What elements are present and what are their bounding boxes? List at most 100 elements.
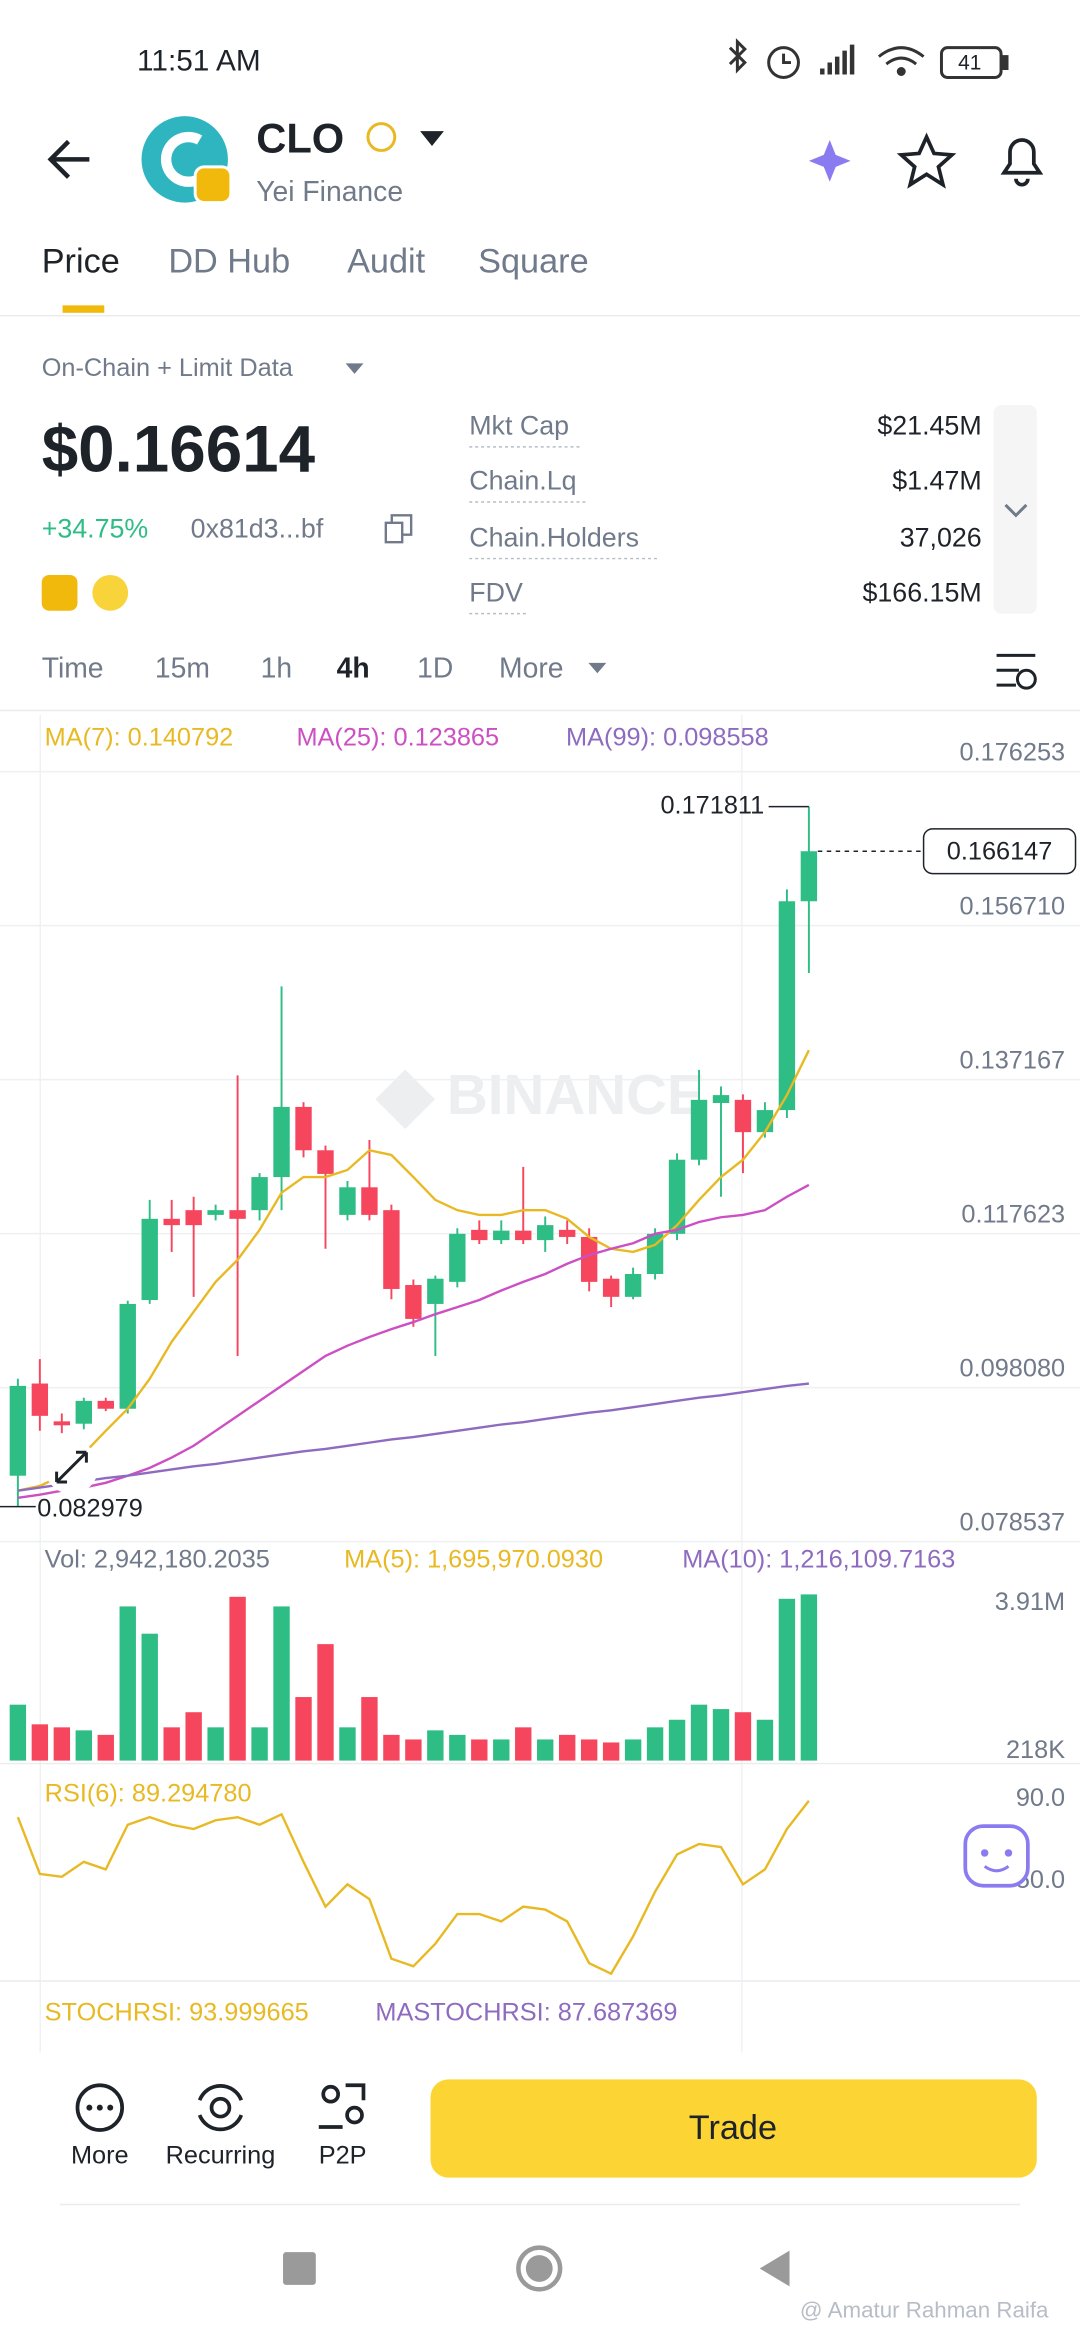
nav-back[interactable] <box>759 2250 790 2287</box>
rsi-line <box>16 1800 810 1976</box>
volume-bar <box>163 1727 180 1761</box>
candle-body <box>97 1400 114 1409</box>
ma-line <box>17 1183 810 1499</box>
candle-body <box>141 1218 158 1300</box>
last-price-box <box>922 828 1077 875</box>
candle-body <box>646 1233 664 1274</box>
status-icons <box>728 38 1009 79</box>
last-price-label: 0.166147 <box>947 837 1053 865</box>
price-change: +34.75% <box>42 513 149 543</box>
candle-body <box>427 1278 444 1304</box>
nav-recents[interactable] <box>283 2252 316 2285</box>
ai-button[interactable] <box>808 140 851 182</box>
candle-body <box>295 1106 312 1151</box>
contract-address: 0x81d3...bf <box>191 513 324 543</box>
volume-bar <box>317 1644 334 1761</box>
candle-body <box>471 1229 488 1241</box>
stat-value: 37,026 <box>900 522 982 552</box>
volume-bar <box>405 1739 422 1761</box>
symbol-dropdown[interactable] <box>420 131 444 146</box>
rsi-tick-label: 90.0 <box>1016 1784 1065 1812</box>
dropdown-caret <box>345 363 364 374</box>
back-button[interactable] <box>47 139 90 179</box>
favorite-button[interactable] <box>896 132 957 189</box>
volume-bar <box>295 1697 312 1761</box>
candle-body <box>734 1099 752 1133</box>
candle-body <box>163 1218 180 1226</box>
candle-body <box>602 1278 620 1297</box>
chevron <box>1004 503 1028 518</box>
volume-bar <box>31 1724 49 1761</box>
interval[interactable]: 1D <box>417 652 453 684</box>
y-tick-label: 0.098080 <box>960 1354 1066 1382</box>
interval[interactable]: 15m <box>155 652 210 684</box>
interval[interactable]: More <box>499 652 563 684</box>
volume-bar <box>427 1730 444 1761</box>
status-time: 11:51 AM <box>137 44 261 77</box>
action-label[interactable]: Recurring <box>166 2141 276 2169</box>
candle-body <box>449 1233 466 1282</box>
interval[interactable]: Time <box>42 652 104 684</box>
watermark-logo <box>375 1069 435 1130</box>
stat-underlines <box>469 446 659 615</box>
tab[interactable]: DD Hub <box>168 243 290 281</box>
candle-body <box>9 1385 27 1476</box>
copy-button[interactable] <box>384 514 413 544</box>
data-source[interactable]: On-Chain + Limit Data <box>42 354 294 382</box>
p2p-icon[interactable] <box>318 2083 366 2129</box>
trade-label[interactable]: Trade <box>689 2109 777 2147</box>
candle-body <box>361 1187 378 1215</box>
volume-bar <box>756 1719 774 1761</box>
candle-body <box>580 1236 598 1282</box>
volume-bar <box>9 1704 27 1761</box>
platform-icon <box>92 574 129 611</box>
ma-label: MA(99): 0.098558 <box>566 723 769 751</box>
tab[interactable]: Audit <box>347 243 426 281</box>
action-label[interactable]: More <box>71 2141 129 2169</box>
tab-indicator <box>62 305 105 313</box>
price: $0.16614 <box>42 413 316 486</box>
volume-bar <box>229 1596 246 1761</box>
chart: 0.176253 0.156710 0.137167 0.117623 0.098080… <box>0 723 1080 1976</box>
ma-label: MA(25): 0.123865 <box>296 723 499 751</box>
trade-button[interactable] <box>430 2079 1037 2178</box>
expand-chart[interactable] <box>44 1440 99 1494</box>
dropdown-caret <box>588 662 607 674</box>
y-tick-label: 0.156710 <box>960 892 1066 920</box>
more-icon[interactable] <box>75 2083 125 2132</box>
expand-stats[interactable] <box>993 405 1037 614</box>
candle-body <box>31 1383 49 1416</box>
interval[interactable]: 1h <box>261 652 292 684</box>
candle-body <box>229 1210 246 1219</box>
interval[interactable]: 4h <box>337 652 370 684</box>
volume-bar <box>734 1712 752 1761</box>
stat-value: $166.15M <box>862 577 981 607</box>
volume-bar <box>273 1606 290 1761</box>
candle-body <box>383 1210 400 1289</box>
action-label[interactable]: P2P <box>319 2141 367 2169</box>
volume-bar <box>471 1739 488 1761</box>
chart-watermark: BINANCE <box>447 1063 705 1126</box>
chart-settings[interactable] <box>996 653 1037 690</box>
tab[interactable]: Price <box>42 243 120 281</box>
watermark: @ Amatur Rahman Raifa <box>800 2298 1049 2323</box>
candle-body <box>251 1177 268 1211</box>
candle-body <box>668 1159 686 1234</box>
assistant-button[interactable] <box>963 1824 1030 1888</box>
candle-body <box>53 1421 71 1426</box>
nav-home[interactable] <box>516 2245 563 2292</box>
volume-bar <box>251 1727 268 1761</box>
volume-ma-label: MA(10): 1,216,109.7163 <box>682 1546 955 1574</box>
tab[interactable]: Square <box>478 243 588 281</box>
volume-bar <box>383 1734 400 1761</box>
volume-bar <box>668 1719 686 1761</box>
battery-level: 41 <box>958 52 981 75</box>
candle-body <box>800 851 818 902</box>
token-logo <box>141 116 233 205</box>
candle-body <box>690 1099 708 1160</box>
recurring-icon[interactable] <box>197 2084 244 2132</box>
alert-button[interactable] <box>1000 138 1044 187</box>
volume-ma-label: MA(5): 1,695,970.0930 <box>344 1546 603 1574</box>
